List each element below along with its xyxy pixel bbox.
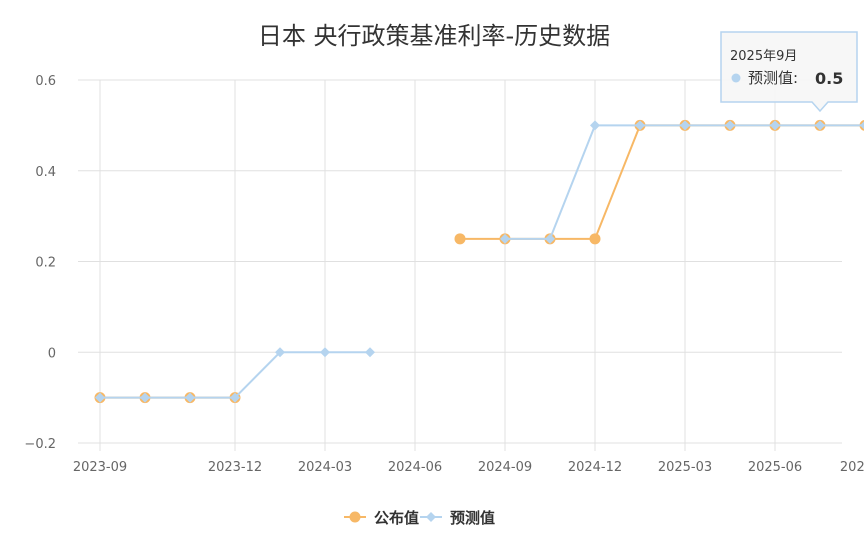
series-layer	[94, 119, 864, 404]
tooltip: 2025年9月 预测值: 0.5	[720, 31, 858, 113]
x-tick-label: 2024-06	[388, 460, 442, 475]
y-axis-ticks: −0.2 0 0.2 0.4 0.6	[24, 74, 56, 452]
data-point[interactable]	[500, 233, 510, 244]
data-point[interactable]	[95, 392, 105, 403]
y-tick-label: 0.6	[35, 74, 56, 89]
legend-marker	[426, 512, 436, 522]
data-point[interactable]	[275, 347, 285, 358]
y-tick-label: 0.4	[35, 165, 56, 180]
x-axis-ticks: 2023-09 2023-12 2024-03 2024-06 2024-09 2024-…	[73, 460, 864, 475]
tooltip-series-dot	[731, 73, 741, 83]
data-point[interactable]	[454, 233, 466, 245]
data-point[interactable]	[725, 120, 735, 131]
data-point[interactable]	[589, 233, 601, 245]
x-tick-label: 2025-...	[840, 460, 864, 475]
x-tick-label: 2025-06	[748, 460, 802, 475]
x-tick-label: 2025-03	[658, 460, 712, 475]
tooltip-title: 2025年9月	[730, 49, 797, 64]
data-point[interactable]	[770, 120, 780, 131]
y-tick-label: 0.2	[35, 256, 56, 271]
data-point[interactable]	[545, 233, 555, 244]
legend-label: 预测值	[450, 509, 495, 527]
x-tick-label: 2023-09	[73, 460, 127, 475]
chart-title: 日本 央行政策基准利率-历史数据	[258, 22, 610, 50]
data-point[interactable]	[590, 120, 600, 131]
tooltip-series-label: 预测值:	[748, 69, 798, 87]
legend-marker	[349, 511, 361, 523]
data-point[interactable]	[635, 120, 645, 131]
legend-item[interactable]: 公布值	[344, 509, 419, 527]
data-point[interactable]	[365, 347, 375, 358]
y-tick-label: −0.2	[24, 437, 56, 452]
grid	[78, 79, 842, 451]
y-tick-label: 0	[48, 346, 56, 361]
x-tick-label: 2024-12	[568, 460, 622, 475]
x-tick-label: 2024-03	[298, 460, 352, 475]
series-line	[460, 124, 864, 240]
tooltip-value: 0.5	[815, 69, 843, 88]
data-point[interactable]	[815, 120, 825, 131]
data-point[interactable]	[140, 392, 150, 403]
data-point[interactable]	[680, 120, 690, 131]
legend-label: 公布值	[374, 509, 419, 527]
data-point[interactable]	[860, 120, 864, 130]
series-2	[95, 120, 864, 403]
legend: 公布值 预测值	[344, 509, 495, 527]
x-tick-label: 2024-09	[478, 460, 532, 475]
data-point[interactable]	[185, 392, 195, 403]
legend-item[interactable]: 预测值	[420, 509, 495, 527]
data-point[interactable]	[230, 392, 240, 403]
x-tick-label: 2023-12	[208, 460, 262, 475]
tooltip-box	[720, 31, 858, 113]
data-point[interactable]	[320, 347, 330, 358]
